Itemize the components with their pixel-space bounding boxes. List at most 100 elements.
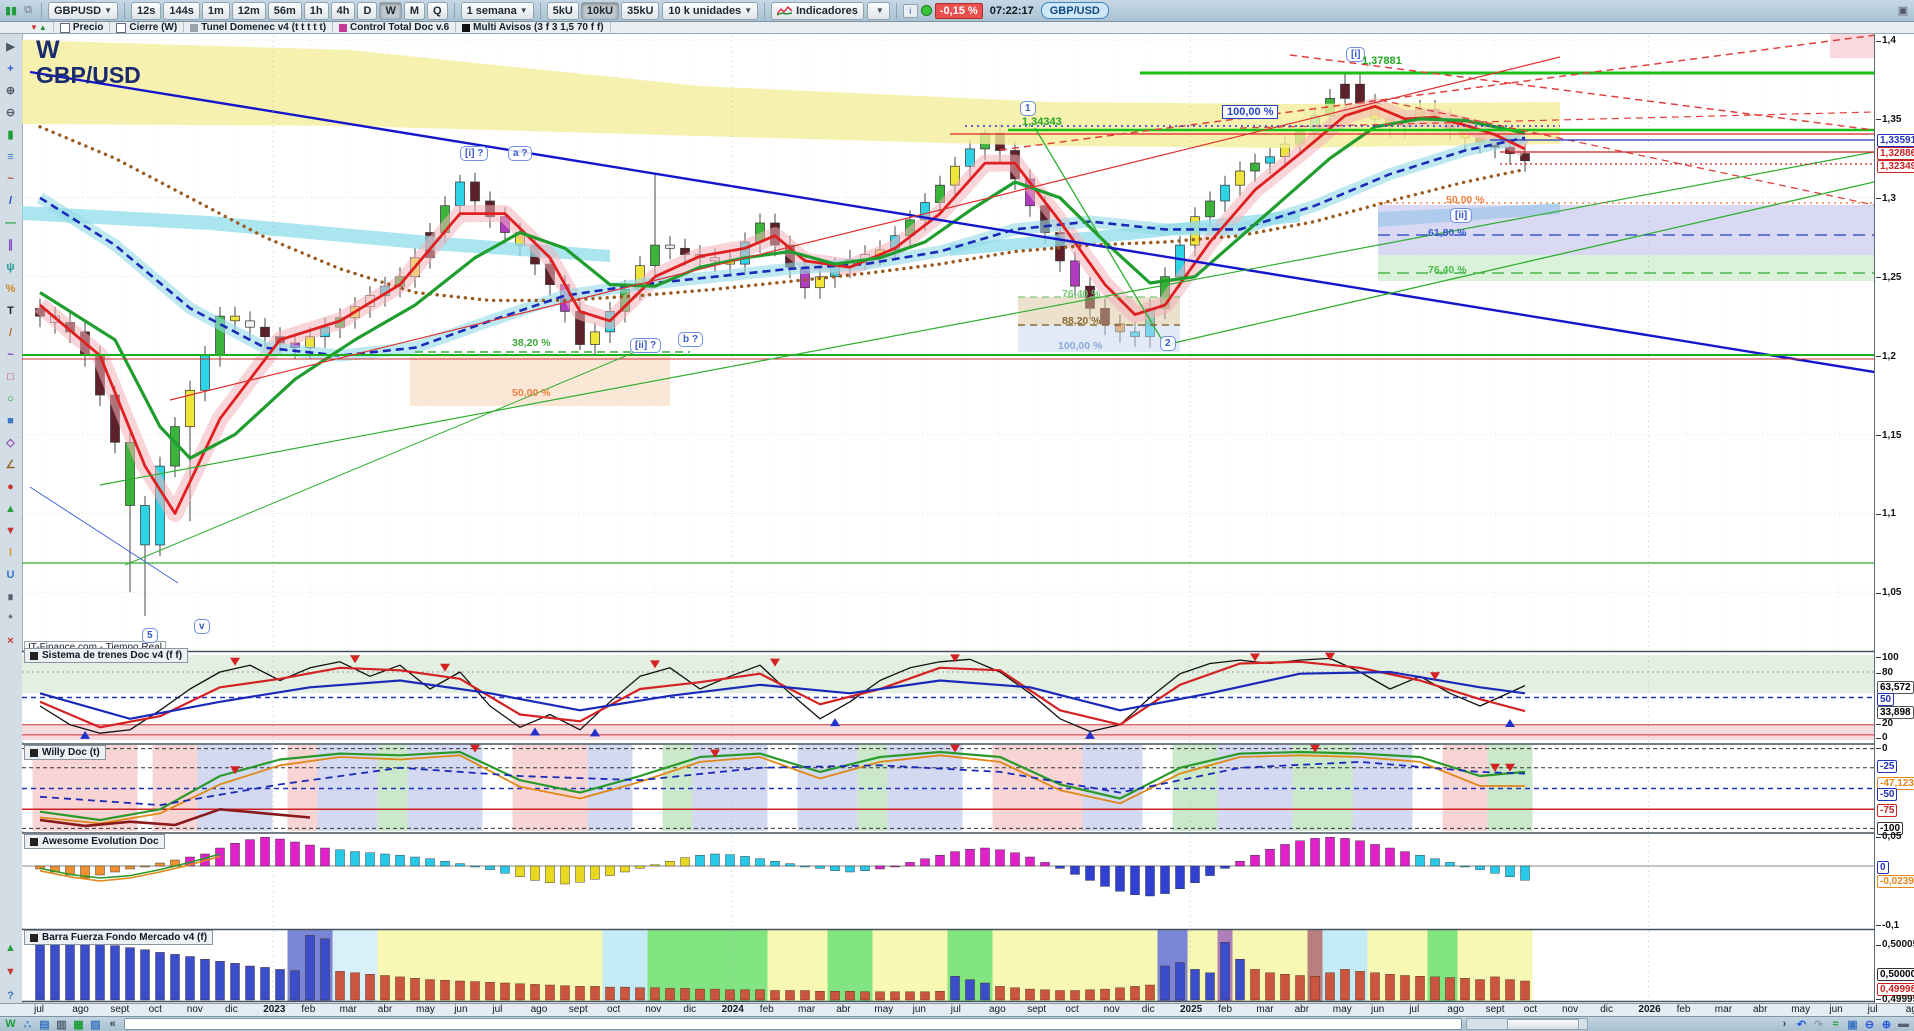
info-icon[interactable]: i <box>902 3 918 18</box>
time-tick: sept <box>1027 1004 1047 1015</box>
unit-button-10kU[interactable]: 10kU <box>580 1 620 20</box>
time-tick: ago <box>530 1004 548 1015</box>
zoom-in-icon[interactable]: ⊕ <box>5 85 16 97</box>
timeframe-button-Q[interactable]: Q <box>427 1 448 20</box>
scroll-right-icon[interactable]: › <box>1782 1018 1787 1030</box>
collapse-icon[interactable]: « <box>109 1018 116 1030</box>
chart-scrollbar[interactable] <box>1466 1018 1588 1030</box>
symbol-selector[interactable]: GBPUSD ▼ <box>48 1 118 20</box>
checkbox-icon <box>116 22 127 33</box>
overlay-item-cierre[interactable]: Cierre (W) <box>110 21 185 34</box>
fibonacci-icon[interactable]: % <box>5 282 16 295</box>
help-icon[interactable]: ? <box>7 989 14 1002</box>
eraser-icon[interactable]: □ <box>7 370 14 383</box>
channel-icon[interactable]: ∥ <box>7 239 14 251</box>
calendar-icon[interactable]: ▧ <box>90 1018 101 1031</box>
document-icon[interactable]: ▥ <box>56 1018 67 1031</box>
time-tick: may <box>1332 1004 1352 1015</box>
price-tick: 1,15 <box>1875 429 1902 441</box>
time-tick: feb <box>301 1004 316 1015</box>
timeframe-button-12s[interactable]: 12s <box>130 1 162 20</box>
share-icon[interactable]: ∴ <box>24 1018 31 1031</box>
indicators-button[interactable]: Indicadores <box>771 1 864 20</box>
chat-icon[interactable]: ▤ <box>39 1018 50 1031</box>
bar-chart-icon[interactable]: ≡ <box>7 150 14 163</box>
overlay-item-multi-avisos[interactable]: Multi Avisos (3 f 3 1,5 70 f f) <box>456 21 611 34</box>
delete-icon[interactable]: × <box>7 634 14 647</box>
up-arrow-icon[interactable]: ▲ <box>5 502 16 515</box>
undo-icon[interactable]: ↶ <box>1796 1018 1807 1031</box>
timeframe-button-1m[interactable]: 1m <box>201 1 230 20</box>
timeframe-button-1h[interactable]: 1h <box>303 1 329 20</box>
time-tick: feb <box>1676 1004 1691 1015</box>
timeframe-button-4h[interactable]: 4h <box>330 1 356 20</box>
zoom-out-icon[interactable]: ⊖ <box>1864 1018 1875 1031</box>
time-tick: mar <box>1256 1004 1274 1015</box>
down-arrow-icon[interactable]: ▼ <box>5 524 16 537</box>
ruler-icon[interactable]: ▬ <box>1898 1018 1909 1030</box>
time-tick: may <box>416 1004 435 1015</box>
indicator-axis-label: 33,898 <box>1877 706 1914 720</box>
notes-icon[interactable]: ▦ <box>73 1018 84 1031</box>
time-tick: dic <box>1141 1004 1155 1015</box>
overlay-item-tunel[interactable]: Tunel Domenec v4 (t t t t t) <box>184 21 334 34</box>
zoom-fit-icon[interactable]: ▣ <box>1847 1018 1858 1031</box>
price-tag: 1,32349 <box>1877 160 1914 173</box>
lock-icon[interactable]: ∎ <box>7 591 14 603</box>
alert-icon[interactable]: ! <box>8 546 13 559</box>
cursor-icon[interactable]: ▶ <box>6 41 15 53</box>
candlestick-icon[interactable]: ▮ <box>7 129 14 141</box>
price-tick: 1,4 <box>1876 35 1896 46</box>
brush-icon[interactable]: ~ <box>7 348 14 361</box>
timeframe-button-W[interactable]: W <box>379 1 402 20</box>
zoom-out-icon[interactable]: ⊖ <box>5 107 16 119</box>
time-tick: 2026 <box>1638 1004 1661 1015</box>
units-selector[interactable]: 10 k unidades ▼ <box>662 1 759 20</box>
chart-canvas[interactable] <box>22 34 1874 1003</box>
horizontal-line-icon[interactable]: — <box>5 216 16 229</box>
timeframe-button-12m[interactable]: 12m <box>231 1 266 20</box>
marker-dot-icon[interactable]: ● <box>7 480 14 493</box>
order-comment-input[interactable] <box>124 1018 1462 1030</box>
zoom-in-icon[interactable]: ⊕ <box>1881 1018 1892 1031</box>
unit-button-35kU[interactable]: 35kU <box>621 1 660 20</box>
timeframe-button-D[interactable]: D <box>357 1 378 20</box>
chart-edit-icon[interactable]: ≈ <box>1832 1018 1839 1030</box>
rectangle-icon[interactable]: ■ <box>7 414 14 427</box>
period-selector[interactable]: 1 semana ▼ <box>460 1 534 20</box>
time-axis[interactable]: jul ago sept oct nov dic 2023 feb mar abr may jun ju… <box>0 1003 1914 1017</box>
line-chart-icon[interactable]: ~ <box>7 172 14 185</box>
pencil-icon[interactable]: / <box>8 326 13 339</box>
timeframe-button-56m[interactable]: 56m <box>267 1 302 20</box>
indicator-axis-label: 0,50005 <box>1875 939 1914 950</box>
pitchfork-icon[interactable]: ψ <box>6 260 15 273</box>
ellipse-icon[interactable]: ○ <box>7 392 14 405</box>
settings-icon[interactable]: * <box>8 612 13 625</box>
unit-button-5kU[interactable]: 5kU <box>546 1 579 20</box>
text-icon[interactable]: T <box>7 304 14 317</box>
sell-marker-icon[interactable]: ▼ <box>5 965 16 978</box>
time-tick: jul <box>34 1004 45 1015</box>
price-tick: 1,05 <box>1875 587 1902 599</box>
trendline-icon[interactable]: / <box>8 194 13 207</box>
magnet-icon[interactable]: U <box>6 568 15 581</box>
diamond-icon[interactable]: ◇ <box>6 437 15 449</box>
buy-marker-icon[interactable]: ▲ <box>5 941 16 954</box>
link-icon[interactable]: ⧉ <box>24 4 32 16</box>
timeframe-button-144s[interactable]: 144s <box>163 1 200 20</box>
overlay-item-precio[interactable]: Precio <box>54 21 111 34</box>
crosshair-icon[interactable]: + <box>7 62 14 75</box>
indicators-dropdown[interactable]: ▼ <box>866 1 890 20</box>
scrollbar-thumb[interactable] <box>1507 1019 1579 1030</box>
prorealtime-logo-icon[interactable]: W <box>5 1018 16 1030</box>
units-group: 5kU 10kU 35kU <box>546 1 660 20</box>
timeframe-button-M[interactable]: M <box>403 1 425 20</box>
checkbox-icon <box>59 22 70 33</box>
price-axis[interactable]: 1,4 1,35 1,3 1,25 1,2 1,15 1,1 1,05 1,33591 1,328… <box>1874 34 1914 1005</box>
redo-icon[interactable]: ↷ <box>1813 1018 1824 1031</box>
scroll-buttons[interactable]: ▼ ▲ <box>24 21 54 34</box>
overlay-item-control-total[interactable]: Control Total Doc v.6 <box>333 21 457 34</box>
screenshot-icon[interactable]: ▣ <box>1897 5 1909 17</box>
angle-icon[interactable]: ∠ <box>5 459 16 471</box>
indicator-axis-label: 20 <box>1875 718 1894 729</box>
